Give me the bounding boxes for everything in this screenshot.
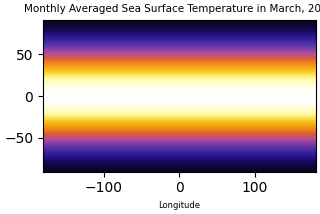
X-axis label: Longitude: Longitude xyxy=(158,201,200,210)
Title: Monthly Averaged Sea Surface Temperature in March, 2021: Monthly Averaged Sea Surface Temperature… xyxy=(24,4,320,14)
